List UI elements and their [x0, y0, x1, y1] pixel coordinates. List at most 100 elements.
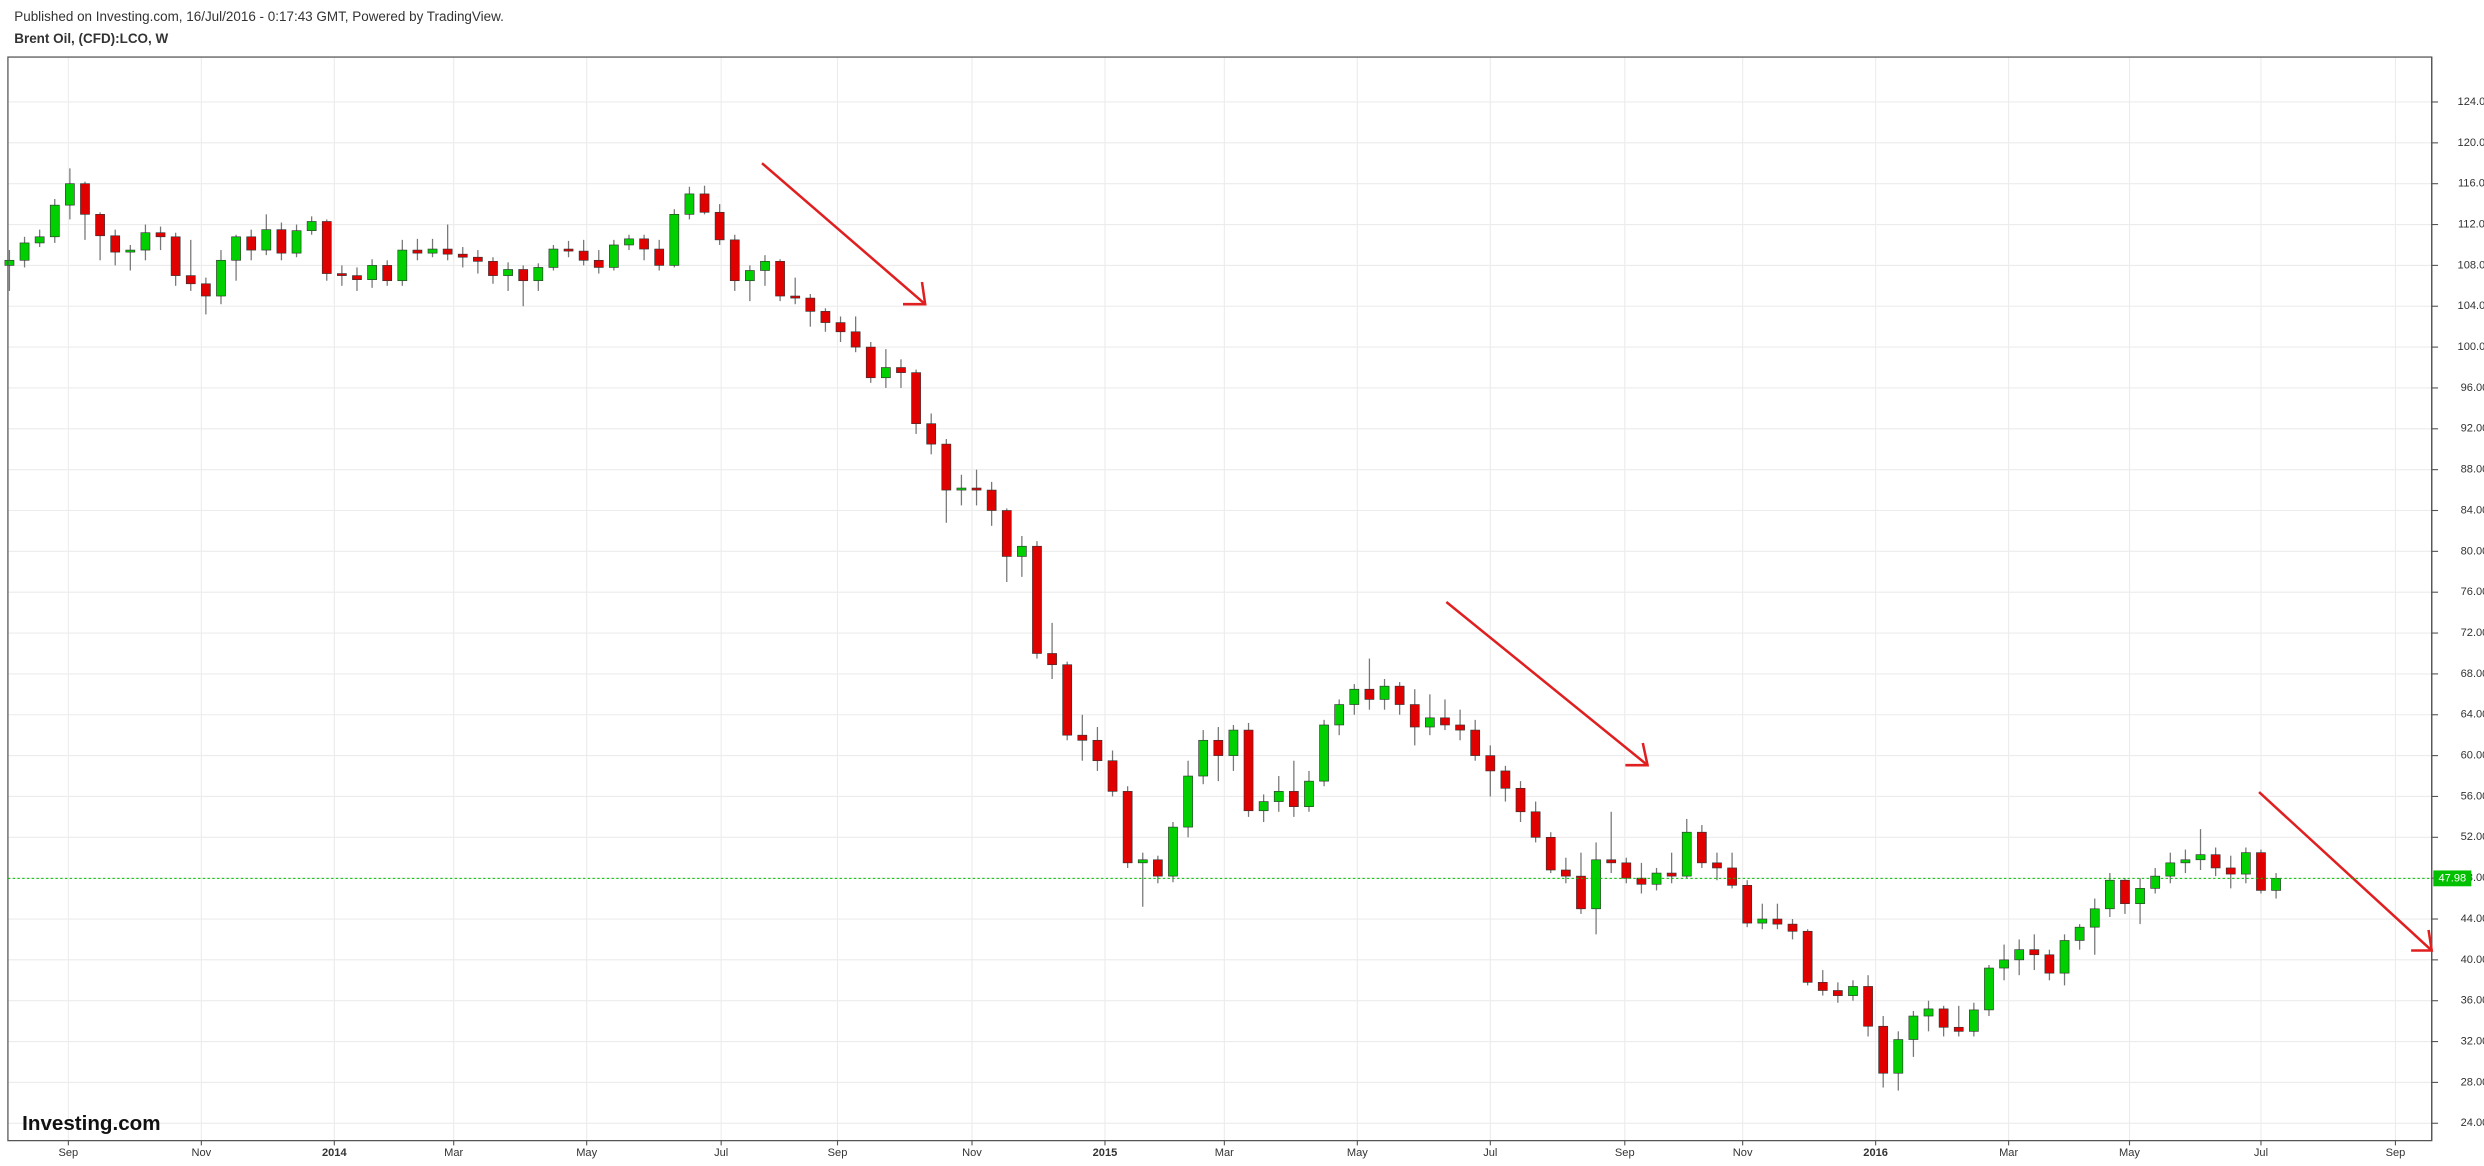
candle-body: [669, 214, 680, 266]
y-tick-label: 40.00: [2461, 954, 2484, 966]
candle-body: [352, 275, 362, 281]
candle-body: [382, 265, 393, 282]
y-tick-label: 88.00: [2461, 464, 2484, 476]
candle-body: [790, 295, 801, 299]
candle-body: [457, 253, 468, 258]
candle-body: [1545, 836, 1556, 871]
candle-body: [110, 235, 121, 253]
candle-body: [2195, 854, 2206, 861]
candle-body: [306, 221, 317, 231]
y-tick-label: 64.00: [2461, 709, 2484, 721]
candle-body: [1772, 918, 1783, 925]
candle-body: [1213, 739, 1224, 756]
candle-body: [1953, 1026, 1964, 1032]
candle-body: [1500, 770, 1511, 789]
candle-body: [911, 372, 921, 425]
candle-body: [971, 487, 982, 491]
candle-body: [19, 242, 30, 261]
logo: Investing.com: [22, 1112, 160, 1135]
candle-body: [2029, 949, 2040, 956]
x-tick-label: Mar: [444, 1147, 463, 1159]
candle-body: [714, 211, 725, 241]
candle-body: [321, 221, 332, 274]
candle-body: [1032, 545, 1042, 654]
candle-body: [125, 249, 136, 253]
candle-body: [4, 259, 15, 266]
candle-body: [261, 229, 272, 251]
x-tick-label: 2016: [1863, 1147, 1888, 1159]
candle-body: [412, 249, 423, 254]
candle-body: [850, 331, 861, 348]
y-tick-label: 68.00: [2461, 668, 2484, 680]
candle-body: [155, 232, 166, 238]
candle-body: [518, 269, 529, 282]
candle-body: [2074, 926, 2085, 941]
candle-body: [246, 236, 257, 251]
candle-body: [1440, 717, 1450, 726]
candle-body: [1062, 664, 1073, 736]
y-tick-label: 52.00: [2461, 831, 2484, 843]
candle-body: [473, 256, 483, 262]
x-tick-label: Sep: [59, 1147, 79, 1159]
y-tick-label: 76.00: [2461, 586, 2484, 598]
candle-body: [80, 183, 90, 215]
y-tick-label: 84.00: [2461, 504, 2484, 516]
candle-body: [1757, 918, 1768, 924]
candle-body: [956, 487, 967, 491]
candle-body: [1938, 1008, 1949, 1028]
candle-body: [2256, 852, 2266, 891]
y-tick-label: 116.00: [2458, 178, 2484, 190]
y-tick-label: 36.00: [2461, 995, 2484, 1007]
candle-body: [1455, 724, 1465, 731]
candle-body: [1228, 729, 1239, 756]
candle-body: [1621, 862, 1632, 879]
candle-body: [1606, 859, 1617, 864]
candle-body: [1425, 717, 1435, 728]
candle-body: [1999, 959, 2009, 969]
candle-body: [49, 204, 60, 238]
candle-body: [1017, 545, 1027, 557]
candle-body: [2241, 852, 2251, 875]
candle-body: [1848, 986, 1858, 996]
candle-body: [1515, 787, 1526, 813]
candle-body: [835, 322, 846, 333]
candle-body: [865, 346, 876, 379]
candle-body: [2225, 867, 2236, 875]
y-tick-label: 96.00: [2461, 382, 2484, 394]
annotation-arrows: [761, 162, 2434, 952]
y-tick-label: 124.00: [2458, 96, 2484, 108]
candle-body: [1666, 872, 1677, 877]
x-tick-label: May: [1347, 1147, 1368, 1159]
candle-body: [2165, 862, 2176, 877]
candle-body: [533, 267, 544, 282]
candle-body: [1198, 739, 1209, 777]
candle-body: [1787, 923, 1798, 932]
y-tick-label: 80.00: [2461, 545, 2484, 557]
candle-body: [2014, 949, 2025, 961]
candle-body: [1153, 859, 1163, 877]
candle-body: [337, 273, 347, 276]
candle-body: [488, 260, 498, 276]
candle-body: [1243, 729, 1254, 812]
candle-body: [1712, 862, 1722, 869]
candle-body: [503, 269, 513, 276]
candle-body: [2135, 888, 2145, 905]
arrow-head: [2411, 929, 2434, 952]
candle-body: [1802, 930, 1813, 983]
x-tick-label: Sep: [828, 1147, 848, 1159]
candle-body: [2210, 854, 2221, 869]
candle-body: [1273, 791, 1284, 802]
candle-body: [578, 250, 589, 261]
candle-body: [2059, 940, 2070, 974]
candle-body: [1697, 831, 1707, 864]
candle-body: [34, 236, 45, 244]
candles: [4, 168, 2281, 1091]
candle-body: [1984, 967, 1994, 1011]
candle-body: [170, 236, 181, 276]
candle-body: [1636, 877, 1647, 885]
candle-body: [1561, 869, 1571, 877]
published-note: Published on Investing.com, 16/Jul/2016 …: [14, 9, 504, 24]
candle-body: [986, 489, 997, 511]
candle-body: [1727, 867, 1737, 886]
candle-body: [1817, 982, 1828, 991]
